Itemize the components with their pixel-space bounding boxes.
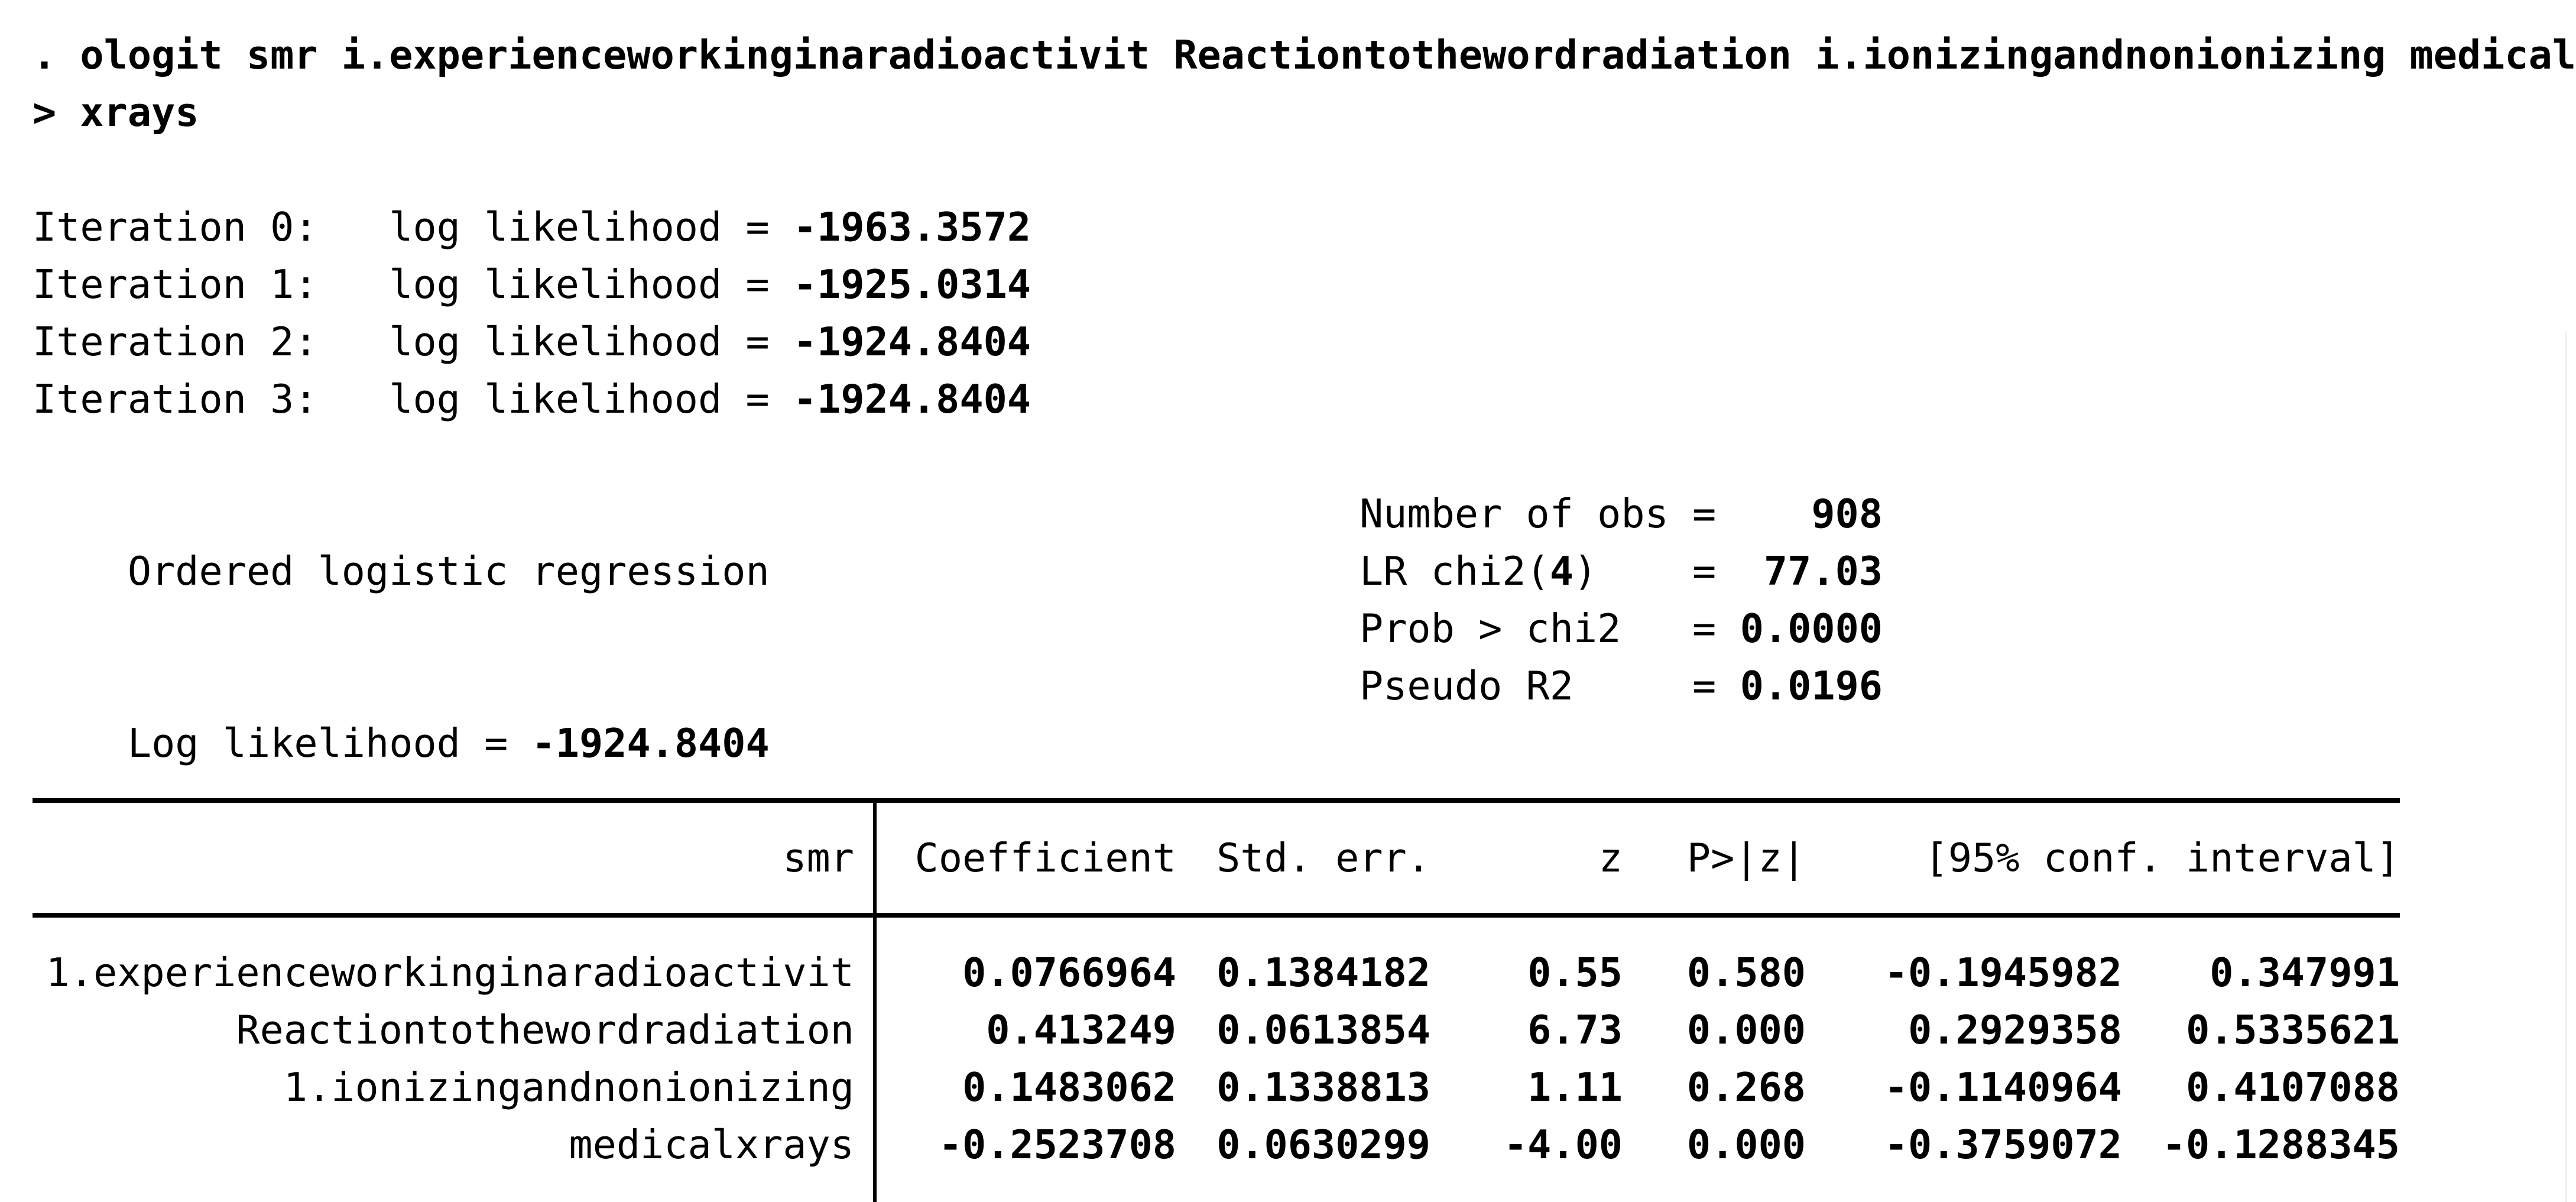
cell-varname: 1.ionizingandnonionizing (283, 1064, 854, 1110)
iteration-line-3: Iteration 3: log likelihood = -1924.8404 (0, 371, 2576, 428)
cell-z: 6.73 (1527, 1007, 1623, 1053)
table-top-rule (33, 798, 2400, 803)
cell-ci-high: 0.347991 (2210, 950, 2400, 996)
cell-std-err: 0.1384182 (1216, 950, 1430, 996)
depvar-header: smr (783, 835, 854, 881)
cell-coefficient: 0.413249 (986, 1007, 1176, 1053)
iteration-value: -1924.8404 (793, 376, 1031, 422)
iteration-label: Iteration 3: log likelihood = (33, 376, 793, 422)
cell-z: -4.00 (1503, 1122, 1623, 1168)
equals-sign: = (1692, 605, 1717, 652)
stat-value: 908 (1811, 491, 1883, 537)
table-column-divider (873, 801, 877, 1202)
model-header-row-3: Prob > chi2 = 0.0000 (0, 600, 2576, 657)
cell-varname: Reactiontothewordradiation (236, 1007, 854, 1053)
cell-p: 0.268 (1686, 1064, 1806, 1110)
blank-line (0, 428, 2576, 485)
stat-label: Prob > chi2 (1360, 605, 1621, 652)
cell-std-err: 0.0613854 (1216, 1007, 1430, 1053)
stat-value: 0.0196 (1740, 663, 1883, 709)
command-line-2: > xrays (33, 89, 199, 135)
col-header-z: z (1598, 835, 1623, 881)
cell-std-err: 0.1338813 (1216, 1064, 1430, 1110)
cell-p: 0.580 (1686, 950, 1806, 996)
table-row: 1.experienceworkinginaradioactivit 0.076… (0, 944, 2576, 1002)
cell-ci-low: -0.3759072 (1884, 1122, 2122, 1168)
iteration-label: Iteration 1: log likelihood = (33, 261, 793, 307)
cell-std-err: 0.0630299 (1216, 1122, 1430, 1168)
table-header-rule (33, 913, 2400, 918)
cell-ci-high: 0.4107088 (2186, 1064, 2400, 1110)
blank-line (0, 715, 2576, 772)
cell-ci-low: 0.2929358 (1908, 1007, 2122, 1053)
command-line-1: . ologit smr i.experienceworkinginaradio… (33, 32, 2576, 78)
loglik-value: -1924.8404 (531, 720, 770, 766)
col-header-conf-interval: [95% conf. interval] (1924, 835, 2400, 881)
equals-sign: = (1692, 548, 1717, 594)
table-row: Reactiontothewordradiation 0.413249 0.06… (0, 1002, 2576, 1059)
stat-value: 77.03 (1763, 548, 1883, 594)
col-header-p: P>|z| (1686, 835, 1806, 881)
model-header-row-1: Ordered logistic regression Number of ob… (0, 485, 2576, 594)
stat-value: 0.0000 (1740, 605, 1883, 652)
iteration-line-2: Iteration 2: log likelihood = -1924.8404 (0, 313, 2576, 371)
cell-varname: medicalxrays (569, 1122, 854, 1168)
iteration-value: -1925.0314 (793, 261, 1031, 307)
cell-z: 0.55 (1527, 950, 1623, 996)
cell-coefficient: -0.2523708 (938, 1122, 1176, 1168)
col-header-std-err: Std. err. (1216, 835, 1430, 881)
table-row: medicalxrays -0.2523708 0.0630299 -4.00 … (0, 1116, 2576, 1174)
stat-row-prob: Prob > chi2 = 0.0000 (1360, 600, 1883, 657)
cell-ci-low: -0.1140964 (1884, 1064, 2122, 1110)
coef-table-header: smr Coefficient Std. err. z P>|z| [95% c… (0, 830, 2576, 887)
iteration-value: -1963.3572 (793, 204, 1031, 250)
cell-p: 0.000 (1686, 1122, 1806, 1168)
stat-row-pseudo-r2: Pseudo R2 = 0.0196 (1360, 657, 1883, 715)
cell-ci-high: 0.5335621 (2186, 1007, 2400, 1053)
model-header-row-4: Log likelihood = -1924.8404 Pseudo R2 = … (0, 657, 2576, 766)
model-header-row-2: LR chi2(4) = 77.03 (0, 543, 2576, 600)
equals-sign: = (1692, 663, 1717, 709)
cell-varname: 1.experienceworkinginaradioactivit (46, 950, 854, 996)
model-title: Ordered logistic regression (127, 548, 770, 594)
window-edge-line (2565, 331, 2567, 1202)
stat-row-lrchi2: LR chi2(4) = 77.03 (1360, 543, 1883, 600)
cell-z: 1.11 (1527, 1064, 1623, 1110)
cell-ci-high: -0.1288345 (2162, 1122, 2400, 1168)
iteration-label: Iteration 2: log likelihood = (33, 319, 793, 365)
blank-line (0, 141, 2576, 199)
stat-label: Pseudo R2 (1360, 663, 1573, 709)
cell-p: 0.000 (1686, 1007, 1806, 1053)
stat-label: Number of obs (1360, 491, 1669, 537)
iteration-line-0: Iteration 0: log likelihood = -1963.3572 (0, 199, 2576, 256)
iteration-value: -1924.8404 (793, 319, 1031, 365)
stat-row-obs: Number of obs = 908 (1360, 485, 1883, 543)
col-header-coefficient: Coefficient (914, 835, 1176, 881)
cell-coefficient: 0.1483062 (962, 1064, 1176, 1110)
iteration-line-1: Iteration 1: log likelihood = -1925.0314 (0, 256, 2576, 313)
iteration-label: Iteration 0: log likelihood = (33, 204, 793, 250)
equals-sign: = (1692, 491, 1717, 537)
cell-coefficient: 0.0766964 (962, 950, 1176, 996)
table-row: 1.ionizingandnonionizing 0.1483062 0.133… (0, 1059, 2576, 1116)
loglik-label: Log likelihood = (127, 720, 532, 766)
cell-ci-low: -0.1945982 (1884, 950, 2122, 996)
stat-label: LR chi2(4) (1360, 548, 1598, 594)
